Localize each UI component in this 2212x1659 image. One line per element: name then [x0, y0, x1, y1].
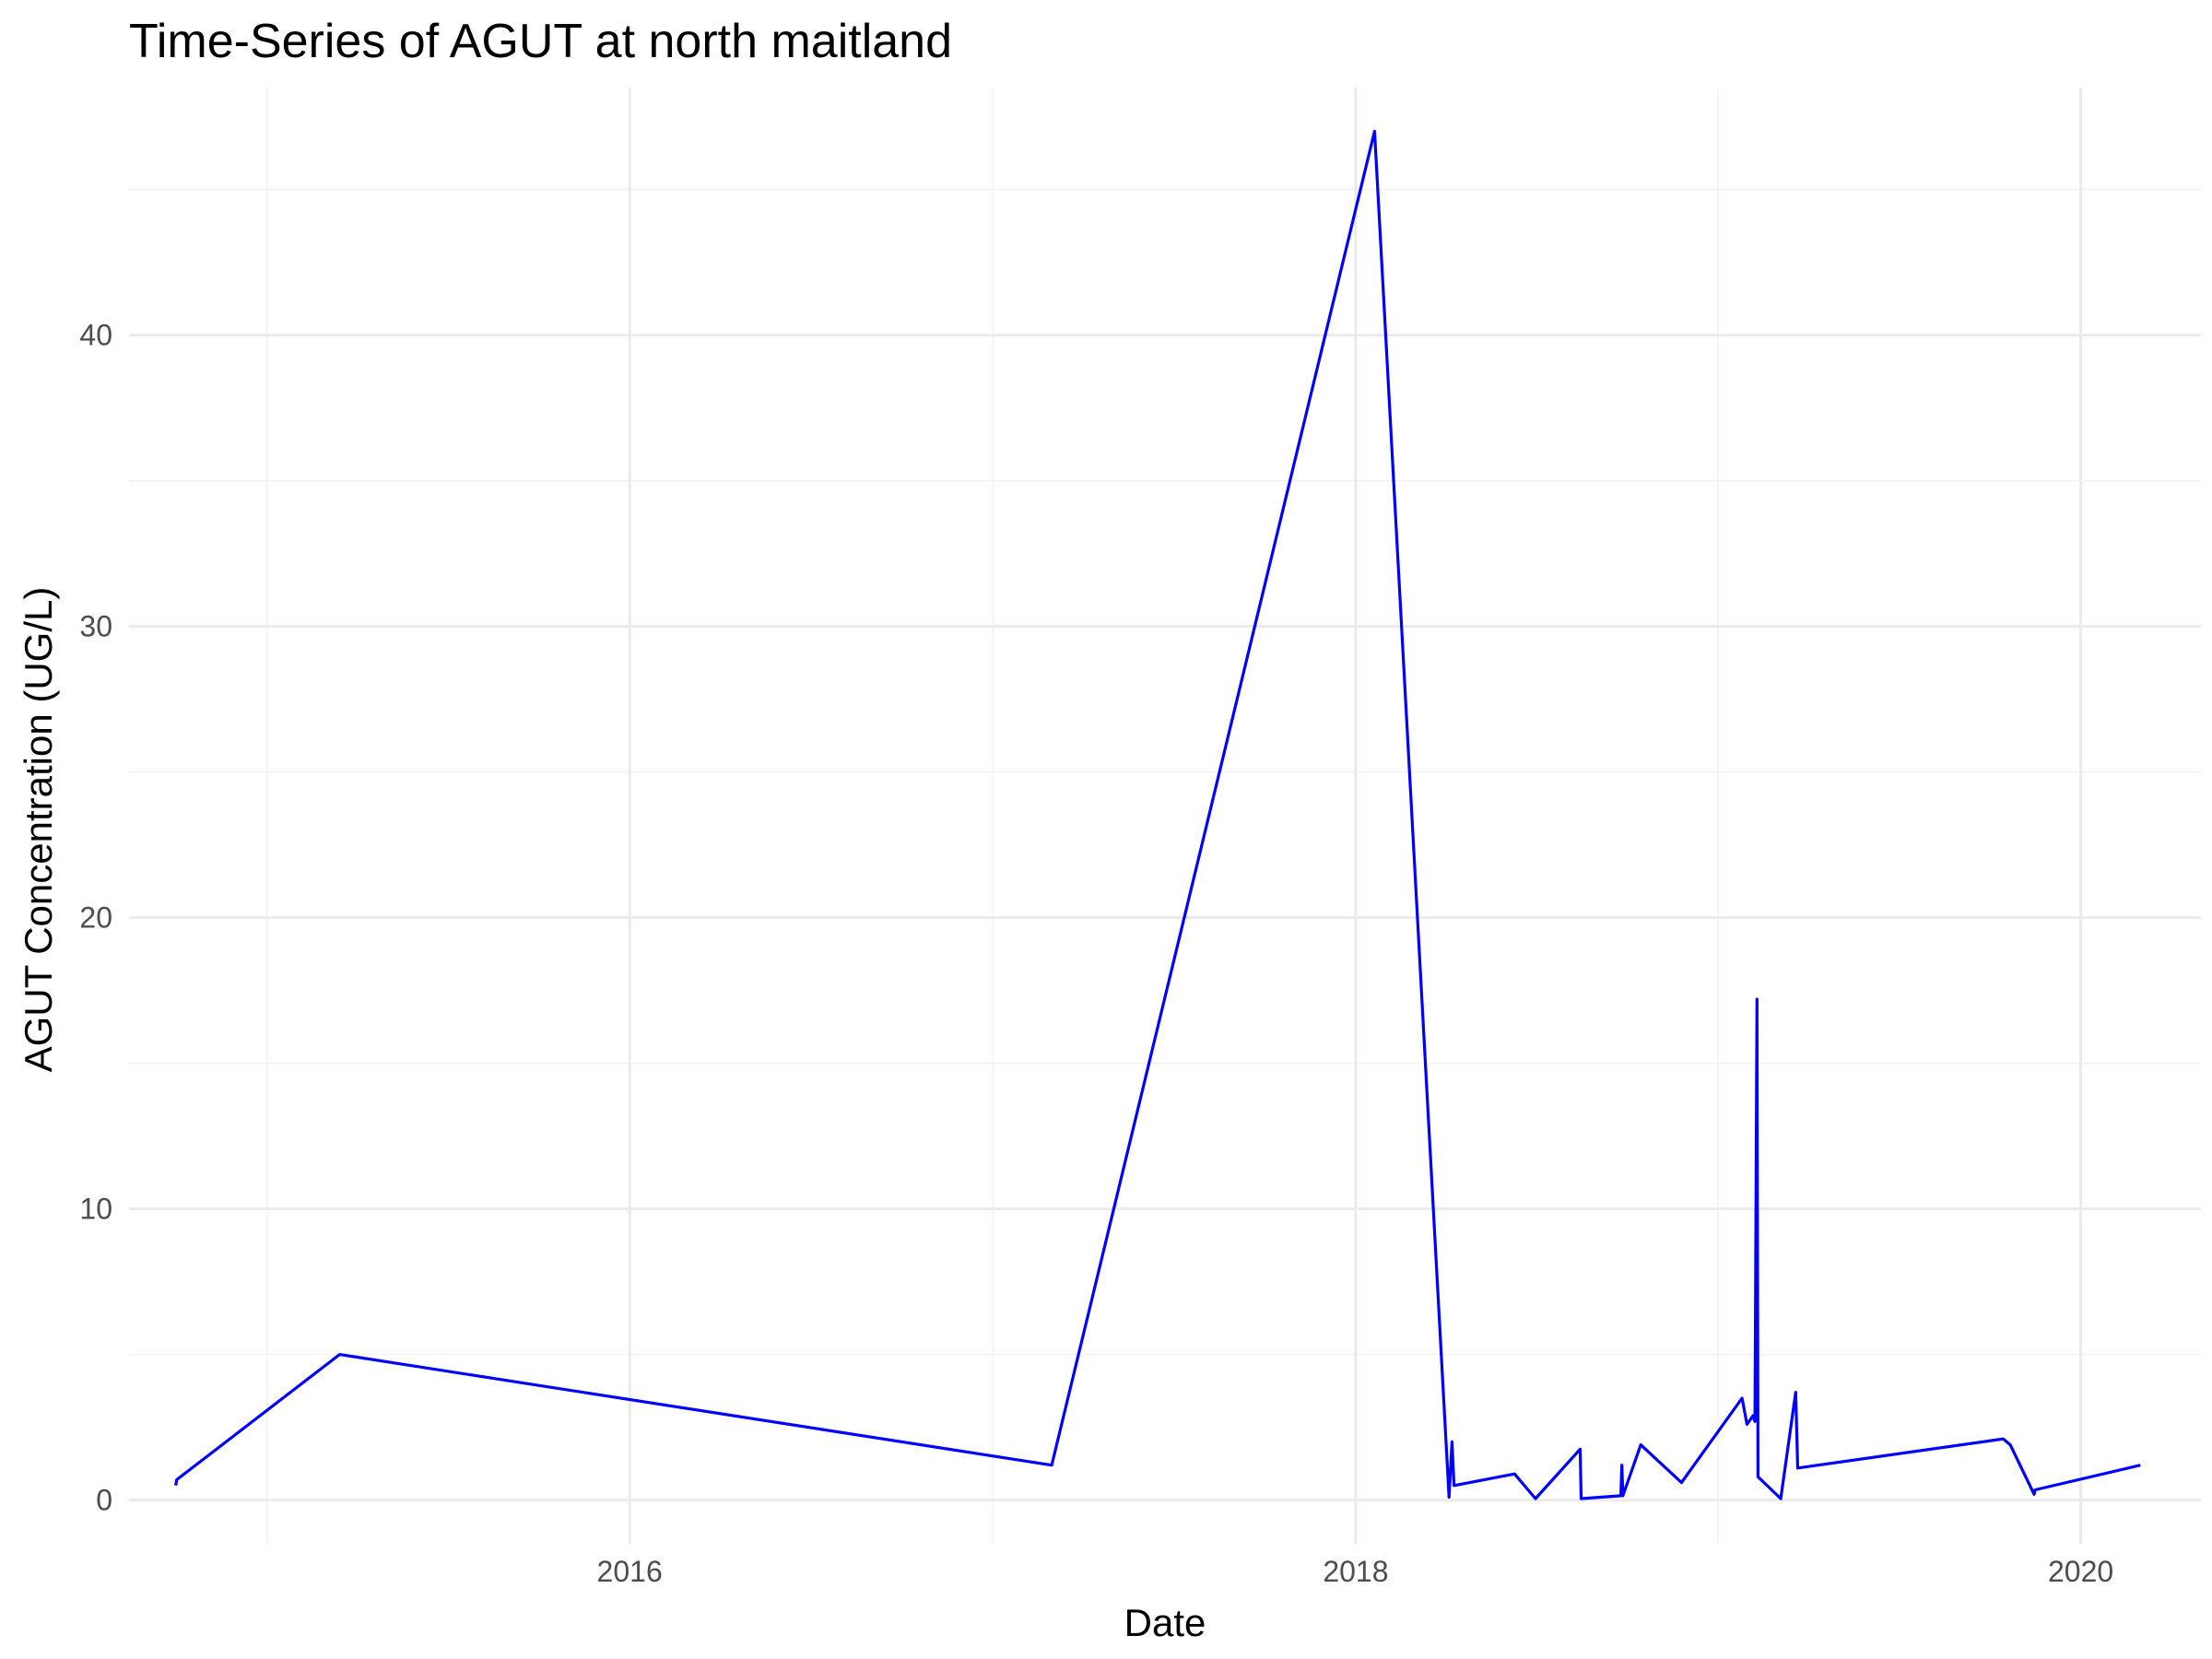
y-tick-label: 10	[79, 1193, 112, 1226]
x-tick-label: 2018	[1323, 1555, 1388, 1588]
chart-title: Time-Series of AGUT at north maitland	[129, 15, 952, 68]
y-tick-label: 20	[79, 901, 112, 935]
y-tick-label: 0	[96, 1484, 112, 1517]
y-axis-ticks: 0 10 20 30 40	[79, 319, 112, 1517]
series-line	[174, 129, 2141, 1500]
series-layer	[174, 129, 2141, 1500]
major-gridlines	[129, 88, 2201, 1544]
y-tick-label: 40	[79, 319, 112, 352]
x-tick-label: 2020	[2048, 1555, 2113, 1588]
x-axis-ticks: 2016 2018 2020	[597, 1555, 2114, 1588]
x-tick-label: 2016	[597, 1555, 663, 1588]
y-axis-label: AGUT Concentration (UG/L)	[17, 587, 60, 1073]
y-tick-label: 30	[79, 610, 112, 643]
x-axis-label: Date	[1124, 1601, 1206, 1644]
minor-gridlines	[129, 88, 2201, 1544]
